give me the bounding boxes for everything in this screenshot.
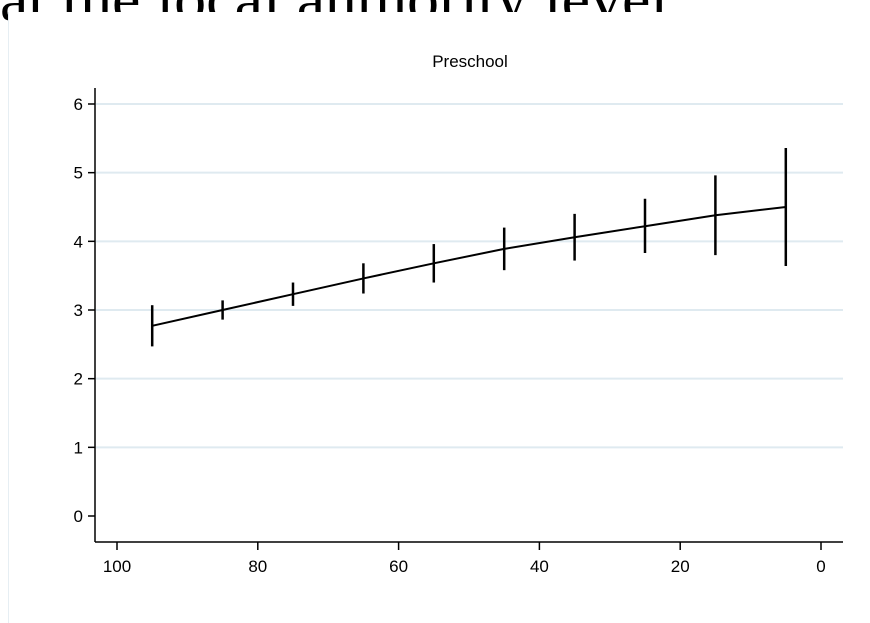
series-layer <box>150 147 788 347</box>
x-tick-label-40: 40 <box>530 557 549 576</box>
x-tick-label-60: 60 <box>389 557 408 576</box>
x-tick-label-20: 20 <box>671 557 690 576</box>
data-point <box>362 277 365 280</box>
x-tick-label-100: 100 <box>103 557 131 576</box>
data-point <box>573 236 576 239</box>
data-point <box>221 308 224 312</box>
chart-title: Preschool <box>432 52 508 71</box>
data-point <box>784 205 787 209</box>
data-point <box>503 247 506 251</box>
y-tick-label-2: 2 <box>74 370 83 389</box>
y-tick-label-6: 6 <box>74 95 83 114</box>
data-point <box>151 324 154 327</box>
data-point <box>714 214 717 217</box>
y-tick-label-5: 5 <box>74 164 83 183</box>
grid-lines <box>96 103 843 449</box>
y-tick-label-4: 4 <box>74 232 83 251</box>
y-tick-label-3: 3 <box>74 301 83 320</box>
line-chart: Preschool 0 1 2 3 4 5 6 100 80 60 40 20 0 <box>74 52 843 576</box>
axes: 0 1 2 3 4 5 6 100 80 60 40 20 0 <box>74 88 843 576</box>
x-tick-label-0: 0 <box>816 557 825 576</box>
series-line <box>151 206 786 327</box>
data-point <box>432 262 435 265</box>
y-tick-label-0: 0 <box>74 507 83 526</box>
data-point <box>643 225 647 228</box>
x-tick-label-80: 80 <box>248 557 267 576</box>
chart-panel: Preschool 0 1 2 3 4 5 6 100 80 60 40 20 0 <box>8 12 870 623</box>
y-tick-label-1: 1 <box>74 438 83 457</box>
data-point <box>291 293 295 296</box>
